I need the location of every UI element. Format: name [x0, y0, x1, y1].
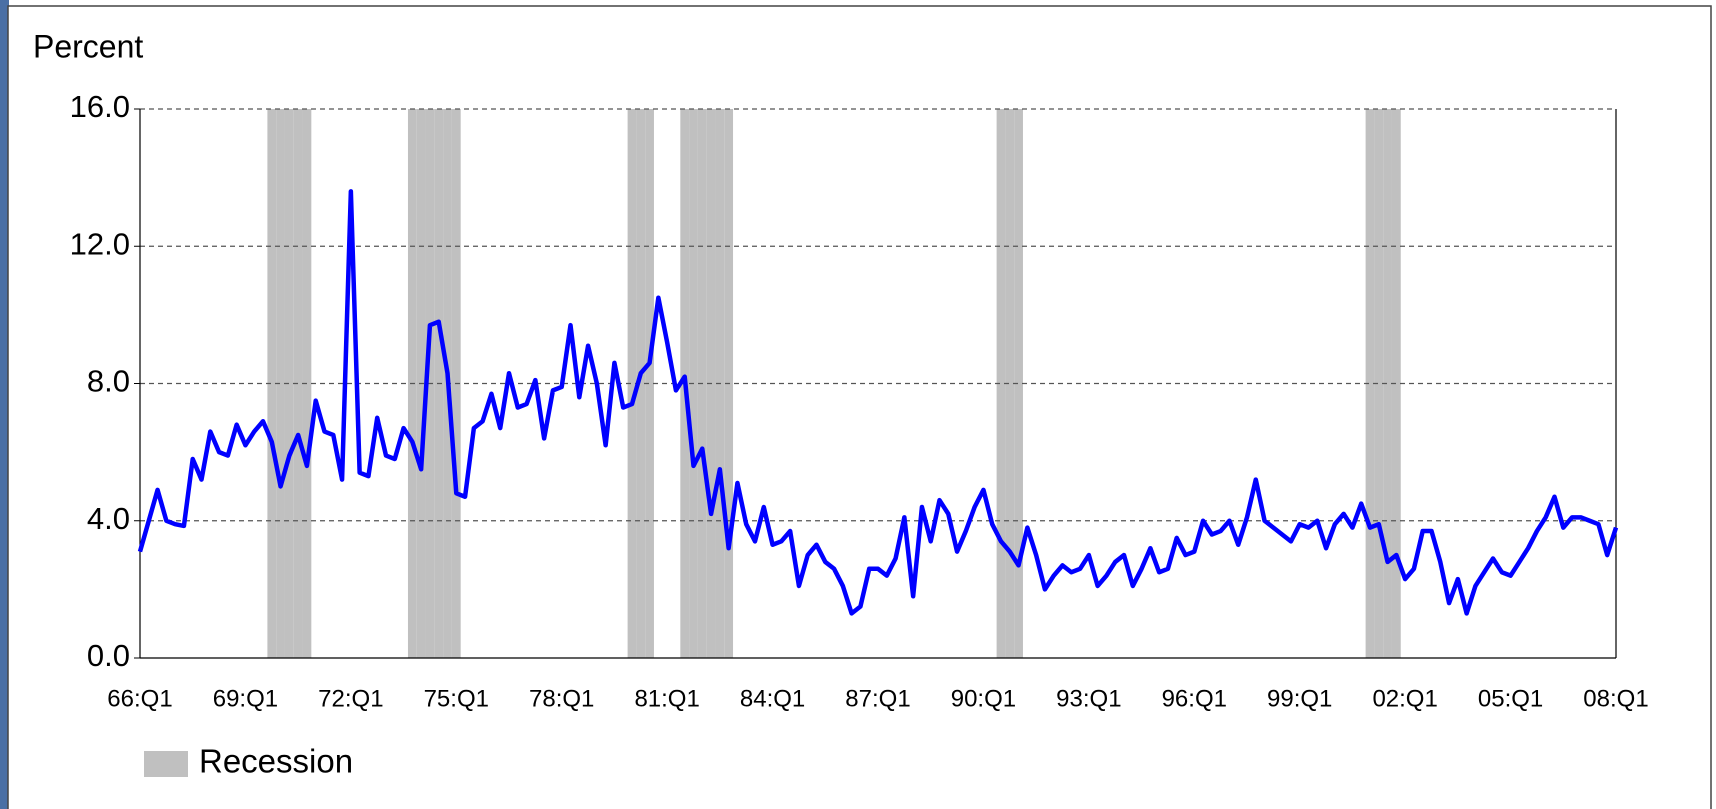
recession-bar	[284, 109, 294, 658]
x-tick-label: 75:Q1	[424, 685, 489, 712]
recession-bar	[1005, 109, 1015, 658]
x-tick-label: 05:Q1	[1478, 685, 1543, 712]
window-edge	[0, 0, 9, 809]
recession-bar	[267, 109, 277, 658]
x-tick-label: 84:Q1	[740, 685, 805, 712]
x-tick-label: 08:Q1	[1583, 685, 1648, 712]
recession-bar	[636, 109, 646, 658]
legend-swatch	[144, 751, 188, 777]
x-tick-label: 99:Q1	[1267, 685, 1332, 712]
data-line	[137, 189, 1619, 616]
x-tick-label: 66:Q1	[107, 685, 172, 712]
x-tick-label: 90:Q1	[951, 685, 1016, 712]
x-tick-label: 81:Q1	[634, 685, 699, 712]
recession-bar	[276, 109, 285, 658]
recession-bar	[1383, 109, 1392, 658]
x-tick-label: 87:Q1	[845, 685, 910, 712]
x-tick-label: 02:Q1	[1372, 685, 1437, 712]
recession-bar	[996, 109, 1006, 658]
x-tick-label: 78:Q1	[529, 685, 594, 712]
recession-bar	[1014, 109, 1023, 658]
x-tick-label: 72:Q1	[318, 685, 383, 712]
x-tick-label: 96:Q1	[1162, 685, 1227, 712]
recession-bar	[1374, 109, 1384, 658]
recession-bar	[627, 109, 637, 658]
y-tick-label: 4.0	[87, 501, 130, 536]
recession-bar	[1391, 109, 1401, 658]
y-tick-label: 8.0	[87, 364, 130, 399]
legend-label: Recession	[199, 743, 353, 780]
recession-bar	[645, 109, 654, 658]
y-tick-label: 12.0	[70, 226, 130, 261]
recession-bar	[1365, 109, 1375, 658]
recession-bar	[293, 109, 303, 658]
x-tick-label: 93:Q1	[1056, 685, 1121, 712]
y-tick-label: 0.0	[87, 638, 130, 673]
y-axis-label: Percent	[33, 28, 143, 64]
y-tick-label: 16.0	[70, 89, 130, 124]
x-tick-label: 69:Q1	[213, 685, 278, 712]
